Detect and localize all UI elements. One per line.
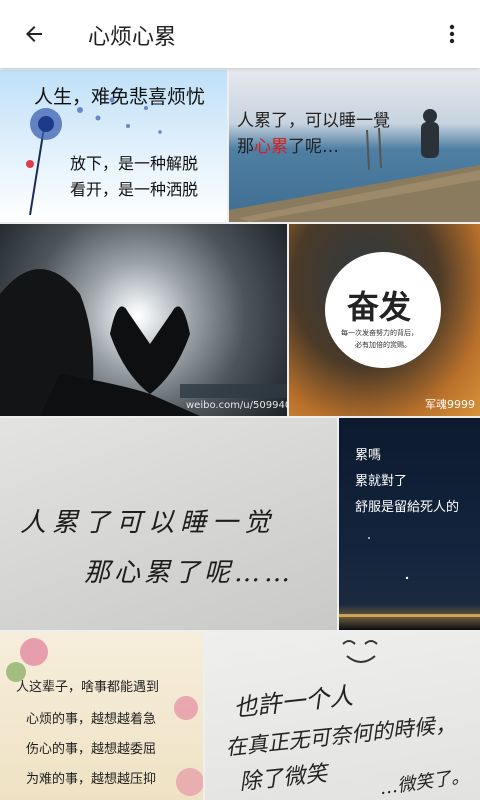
image-tile-3[interactable]: weibo.com/u/5099404342 (0, 224, 287, 416)
arrow-back-icon (26, 26, 42, 42)
tile6-line3: 舒服是留給死人的 (355, 500, 460, 515)
page-title: 心烦心累 (88, 25, 177, 50)
tile6-line1: 累嗎 (355, 448, 382, 463)
tile4-caption2: 必有加倍的赏赐。 (355, 341, 411, 349)
tile1-title: 人生，难免悲喜烦忧 (34, 86, 206, 108)
tile7-line1: 人这辈子，啥事都能遇到 (16, 680, 160, 695)
tile4-caption1: 每一次发奋努力的背后， (341, 329, 418, 337)
tile1-line1: 放下，是一种解脱 (70, 154, 199, 173)
tile7-line3: 伤心的事，越想越委屈 (26, 742, 157, 757)
tile2-line2-post: 了呢… (288, 137, 339, 157)
tile5-line2: 那心累了呢…… (84, 558, 295, 588)
floral-border (6, 638, 203, 796)
dandelion-illustration (26, 97, 162, 216)
tile2-line1: 人累了，可以睡一覺 (237, 111, 390, 131)
tile6-line2: 累就對了 (355, 474, 408, 489)
back-button[interactable] (14, 14, 54, 54)
tile2-line2-red: 心累 (254, 137, 288, 157)
tile5-line1: 人累了可以睡一觉 (20, 508, 277, 538)
image-tile-4[interactable]: 奋发 每一次发奋努力的背后， 必有加倍的赏赐。 军魂9999 (289, 224, 480, 416)
tile7-line2: 心烦的事，越想越着急 (26, 712, 157, 727)
image-tile-6[interactable]: 累嗎 累就對了 舒服是留給死人的 (339, 418, 480, 630)
city-lights (339, 537, 480, 617)
smiley-doodle (342, 640, 378, 663)
tile2-line2-pre: 那 (237, 137, 254, 157)
image-tile-8[interactable]: 也許一个人 在真正无可奈何的時候， 除了微笑 …微笑了。 (205, 632, 480, 800)
tile4-badge: 奋发 (347, 288, 412, 326)
tile4-signature: 军魂9999 (425, 398, 475, 411)
tile1-line2: 看开，是一种洒脱 (70, 180, 199, 199)
silhouette-hands (0, 269, 287, 416)
pier-scene (229, 109, 480, 222)
tile7-line4: 为难的事，越想越压抑 (26, 772, 157, 787)
more-vert-icon (449, 24, 455, 44)
tile2-line2: 那心累了呢… (237, 132, 339, 157)
more-options-button[interactable] (436, 14, 468, 54)
image-tile-1[interactable]: 人生，难免悲喜烦忧 放下，是一种解脱 看开，是一种洒脱 (0, 70, 227, 222)
image-tile-7[interactable]: 人这辈子，啥事都能遇到 心烦的事，越想越着急 伤心的事，越想越委屈 为难的事，越… (0, 632, 203, 800)
image-tile-5[interactable]: 人累了可以睡一觉 那心累了呢…… (0, 418, 337, 630)
fenfa-badge (325, 252, 441, 368)
tile3-watermark: weibo.com/u/5099404342 (186, 400, 287, 411)
app-bar: 心烦心累 (0, 0, 480, 68)
image-tile-2[interactable]: 人累了，可以睡一覺 那心累了呢… (229, 70, 480, 222)
